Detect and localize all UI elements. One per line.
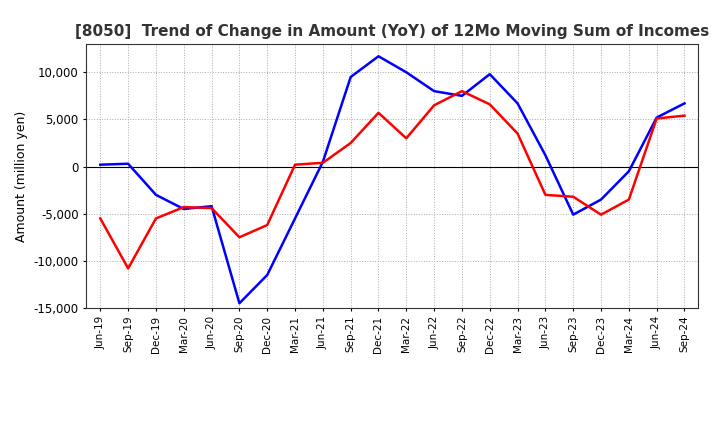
Net Income (96, 216, 104, 221)
Net Income (624, 197, 633, 202)
Net Income (513, 131, 522, 136)
Ordinary Income (680, 101, 689, 106)
Net Income (235, 235, 243, 240)
Ordinary Income (207, 204, 216, 209)
Ordinary Income (652, 115, 661, 120)
Net Income (291, 162, 300, 167)
Net Income (652, 116, 661, 121)
Net Income (430, 103, 438, 108)
Ordinary Income (513, 101, 522, 106)
Net Income (458, 88, 467, 94)
Net Income (541, 192, 550, 198)
Ordinary Income (624, 169, 633, 174)
Net Income (485, 102, 494, 107)
Net Income (207, 205, 216, 211)
Y-axis label: Amount (million yen): Amount (million yen) (15, 110, 28, 242)
Net Income (152, 216, 161, 221)
Ordinary Income (124, 161, 132, 166)
Net Income (346, 140, 355, 146)
Net Income (124, 266, 132, 271)
Ordinary Income (235, 301, 243, 306)
Line: Net Income: Net Income (100, 91, 685, 268)
Net Income (569, 194, 577, 199)
Net Income (179, 205, 188, 210)
Net Income (402, 136, 410, 141)
Ordinary Income (458, 93, 467, 99)
Net Income (374, 110, 383, 115)
Ordinary Income (318, 159, 327, 165)
Ordinary Income (374, 54, 383, 59)
Ordinary Income (569, 212, 577, 217)
Ordinary Income (179, 206, 188, 212)
Ordinary Income (402, 70, 410, 75)
Ordinary Income (430, 88, 438, 94)
Ordinary Income (346, 74, 355, 80)
Ordinary Income (291, 216, 300, 221)
Line: Ordinary Income: Ordinary Income (100, 56, 685, 303)
Net Income (680, 113, 689, 118)
Ordinary Income (541, 153, 550, 158)
Ordinary Income (485, 72, 494, 77)
Net Income (318, 160, 327, 165)
Net Income (263, 222, 271, 227)
Ordinary Income (96, 162, 104, 167)
Ordinary Income (152, 192, 161, 198)
Title: [8050]  Trend of Change in Amount (YoY) of 12Mo Moving Sum of Incomes: [8050] Trend of Change in Amount (YoY) o… (76, 24, 709, 39)
Ordinary Income (263, 272, 271, 278)
Ordinary Income (597, 197, 606, 202)
Net Income (597, 212, 606, 217)
